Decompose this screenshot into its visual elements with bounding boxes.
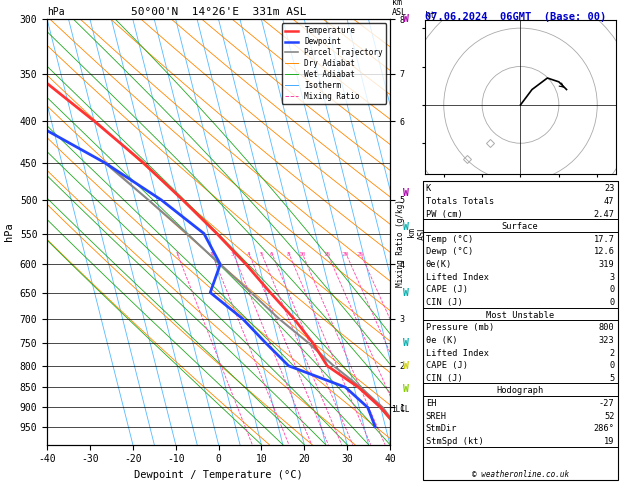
Text: θe(K): θe(K): [426, 260, 452, 269]
Text: 323: 323: [599, 336, 615, 345]
Text: Most Unstable: Most Unstable: [486, 311, 554, 320]
Text: 19: 19: [604, 437, 615, 446]
Text: W: W: [403, 384, 409, 394]
Text: CAPE (J): CAPE (J): [426, 361, 468, 370]
Text: Lifted Index: Lifted Index: [426, 273, 489, 282]
Text: SREH: SREH: [426, 412, 447, 421]
Text: 12.6: 12.6: [594, 247, 615, 257]
Text: 17.7: 17.7: [594, 235, 615, 244]
Text: -27: -27: [599, 399, 615, 408]
Text: Surface: Surface: [502, 222, 538, 231]
Text: PW (cm): PW (cm): [426, 209, 462, 219]
Text: Temp (°C): Temp (°C): [426, 235, 473, 244]
Text: W: W: [403, 361, 409, 371]
Text: CAPE (J): CAPE (J): [426, 285, 468, 295]
Text: 0: 0: [610, 285, 615, 295]
Text: StmDir: StmDir: [426, 424, 457, 434]
Text: 800: 800: [599, 323, 615, 332]
Text: 25: 25: [356, 252, 364, 257]
Text: K: K: [426, 184, 431, 193]
Text: StmSpd (kt): StmSpd (kt): [426, 437, 484, 446]
Text: θe (K): θe (K): [426, 336, 457, 345]
Text: 3: 3: [610, 273, 615, 282]
Text: Hodograph: Hodograph: [496, 386, 544, 396]
Text: W: W: [403, 15, 409, 24]
Text: 8: 8: [286, 252, 290, 257]
Text: 5: 5: [610, 374, 615, 383]
Text: Mixing Ratio (g/kg): Mixing Ratio (g/kg): [396, 199, 405, 287]
Text: 286°: 286°: [594, 424, 615, 434]
Y-axis label: km
ASL: km ASL: [408, 225, 427, 240]
Text: kt: kt: [425, 12, 435, 20]
Text: CIN (J): CIN (J): [426, 374, 462, 383]
Text: Totals Totals: Totals Totals: [426, 197, 494, 206]
Text: 5: 5: [259, 252, 263, 257]
Text: 3: 3: [231, 252, 235, 257]
Text: 2: 2: [610, 348, 615, 358]
Text: © weatheronline.co.uk: © weatheronline.co.uk: [472, 470, 569, 479]
Text: 319: 319: [599, 260, 615, 269]
Text: CIN (J): CIN (J): [426, 298, 462, 307]
Text: W: W: [403, 338, 409, 348]
Text: Lifted Index: Lifted Index: [426, 348, 489, 358]
Text: Dewp (°C): Dewp (°C): [426, 247, 473, 257]
Text: W: W: [403, 188, 409, 198]
Text: W: W: [403, 288, 409, 297]
Text: 15: 15: [323, 252, 331, 257]
Text: 6: 6: [270, 252, 274, 257]
Text: 4: 4: [247, 252, 250, 257]
Text: km
ASL: km ASL: [392, 0, 407, 17]
Text: hPa: hPa: [47, 7, 65, 17]
Text: Pressure (mb): Pressure (mb): [426, 323, 494, 332]
Text: 47: 47: [604, 197, 615, 206]
Legend: Temperature, Dewpoint, Parcel Trajectory, Dry Adiabat, Wet Adiabat, Isotherm, Mi: Temperature, Dewpoint, Parcel Trajectory…: [282, 23, 386, 104]
Text: 20: 20: [342, 252, 349, 257]
X-axis label: Dewpoint / Temperature (°C): Dewpoint / Temperature (°C): [134, 470, 303, 480]
Text: 0: 0: [610, 361, 615, 370]
Text: 1: 1: [175, 252, 179, 257]
Text: 52: 52: [604, 412, 615, 421]
Y-axis label: hPa: hPa: [4, 223, 14, 242]
Text: 2.47: 2.47: [594, 209, 615, 219]
Text: W: W: [403, 222, 409, 232]
Title: 50°00'N  14°26'E  331m ASL: 50°00'N 14°26'E 331m ASL: [131, 7, 306, 17]
Text: 2: 2: [209, 252, 213, 257]
Text: 07.06.2024  06GMT  (Base: 00): 07.06.2024 06GMT (Base: 00): [425, 12, 606, 22]
Text: 10: 10: [298, 252, 306, 257]
Text: 0: 0: [610, 298, 615, 307]
Text: 1LCL: 1LCL: [391, 405, 409, 414]
Text: EH: EH: [426, 399, 437, 408]
Text: 23: 23: [604, 184, 615, 193]
